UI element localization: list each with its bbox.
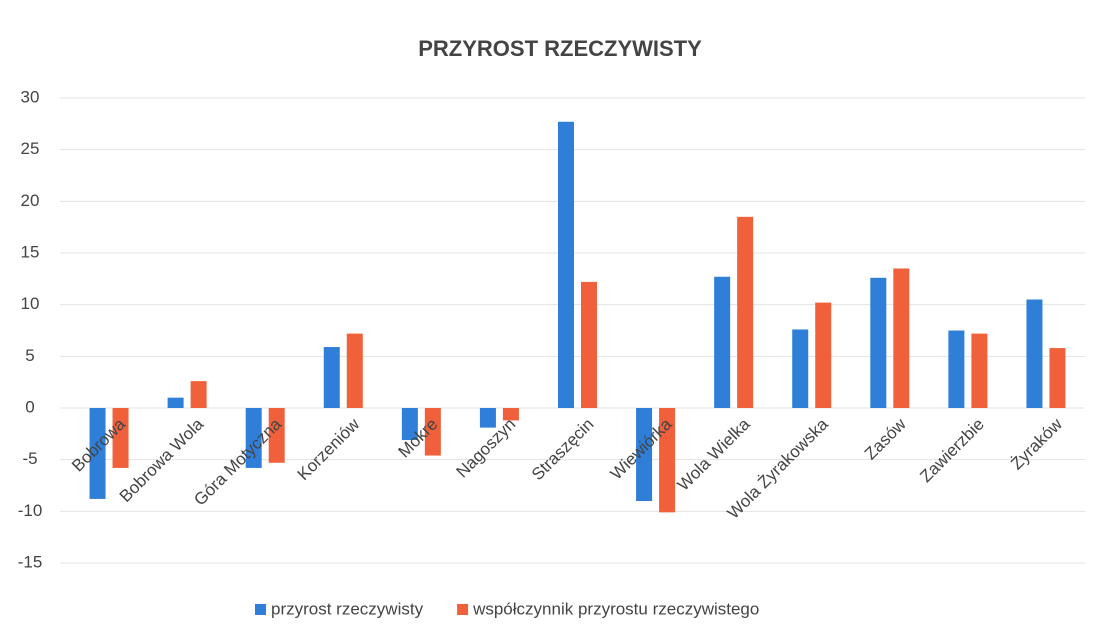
y-tick-label: -10 — [18, 501, 43, 520]
legend-label: współczynnik przyrostu rzeczywistego — [472, 599, 759, 618]
y-tick-label: 0 — [25, 397, 34, 416]
legend-swatch — [457, 604, 469, 615]
legend-label: przyrost rzeczywisty — [271, 599, 424, 618]
x-tick-label: Wola Wielka — [674, 414, 754, 494]
bar — [89, 408, 106, 499]
bar — [714, 276, 731, 408]
x-tick-label: Korzeniów — [294, 414, 364, 484]
legend-swatch — [255, 604, 266, 615]
bar — [401, 408, 418, 441]
bar — [815, 302, 832, 408]
x-tick-label: Zasów — [861, 414, 910, 463]
bar — [737, 216, 754, 408]
bar — [1026, 299, 1043, 408]
y-tick-label: 30 — [21, 87, 40, 106]
bar — [792, 329, 809, 408]
bar — [893, 268, 910, 408]
y-tick-label: 10 — [21, 294, 40, 313]
bar — [948, 330, 965, 408]
y-tick-label: -15 — [18, 552, 43, 571]
bar — [971, 333, 988, 408]
y-tick-label: 15 — [21, 242, 40, 261]
x-tick-label: Żyraków — [1007, 414, 1066, 473]
y-tick-label: 20 — [21, 191, 40, 210]
bar — [424, 408, 441, 456]
y-tick-label: 5 — [25, 346, 34, 365]
bar — [502, 408, 519, 421]
chart-title: PRZYROST RZECZYWISTY — [418, 36, 702, 61]
y-tick-label: -5 — [22, 449, 37, 468]
bar — [1049, 348, 1066, 408]
bar — [558, 121, 574, 409]
x-tick-label: Straszęcin — [528, 415, 598, 485]
bar — [112, 408, 129, 468]
bar — [479, 408, 496, 428]
bar — [346, 333, 363, 408]
bar — [268, 408, 285, 463]
bar — [636, 408, 653, 501]
bar — [190, 381, 207, 408]
y-tick-label: 25 — [21, 139, 40, 158]
bar — [659, 408, 676, 513]
bar — [167, 397, 184, 408]
x-tick-label: Zawierzbie — [916, 415, 988, 487]
bar — [581, 281, 597, 408]
bar — [870, 277, 887, 408]
bar — [245, 408, 262, 468]
bar — [323, 347, 340, 408]
